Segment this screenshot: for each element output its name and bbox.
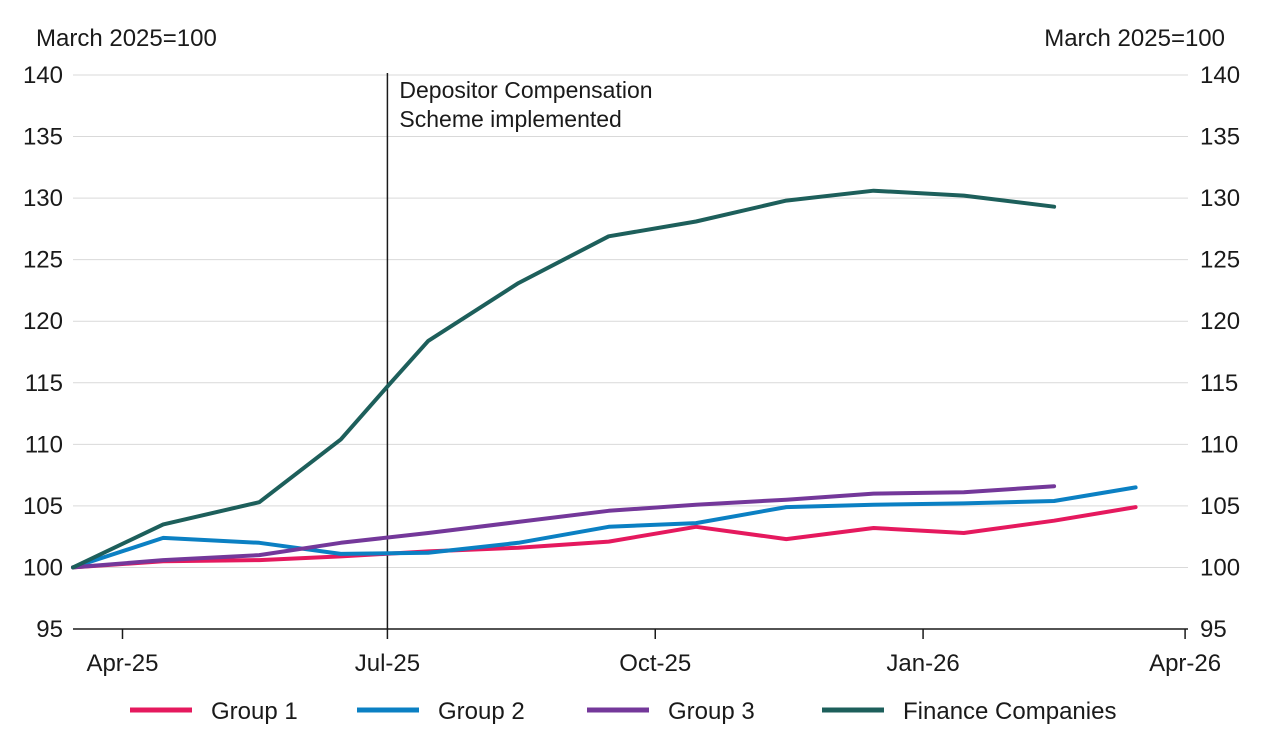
annotation-text-line-2: Scheme implemented bbox=[399, 106, 621, 132]
left-axis-unit-label: March 2025=100 bbox=[36, 25, 217, 52]
y-tick-right-100: 100 bbox=[1200, 554, 1240, 581]
y-tick-right-120: 120 bbox=[1200, 308, 1240, 335]
y-tick-left-110: 110 bbox=[25, 431, 63, 458]
legend: Group 1 Group 2 Group 3 Finance Companies bbox=[130, 698, 1116, 725]
right-axis-tick-labels: 95 100 105 110 115 120 125 130 135 140 bbox=[1200, 62, 1240, 643]
x-tick-apr-25: Apr-25 bbox=[86, 650, 158, 677]
y-tick-left-120: 120 bbox=[23, 308, 63, 335]
y-tick-right-110: 110 bbox=[1200, 431, 1238, 458]
y-tick-right-135: 135 bbox=[1200, 124, 1240, 151]
legend-label-group-2: Group 2 bbox=[438, 698, 525, 725]
y-tick-right-95: 95 bbox=[1200, 616, 1227, 643]
gridlines bbox=[73, 74, 1188, 568]
annotation-text-line-1: Depositor Compensation bbox=[399, 77, 652, 103]
x-tick-apr-26: Apr-26 bbox=[1149, 650, 1221, 677]
y-tick-right-105: 105 bbox=[1200, 493, 1240, 520]
y-tick-right-115: 115 bbox=[1200, 370, 1238, 397]
y-tick-right-140: 140 bbox=[1200, 62, 1240, 89]
axes bbox=[73, 628, 1188, 639]
legend-label-group-3: Group 3 bbox=[668, 698, 755, 725]
legend-label-finance-companies: Finance Companies bbox=[903, 698, 1116, 725]
right-axis-unit-label: March 2025=100 bbox=[1044, 25, 1225, 52]
series-lines bbox=[71, 188, 1138, 570]
y-tick-left-100: 100 bbox=[23, 554, 63, 581]
y-tick-left-130: 130 bbox=[23, 185, 63, 212]
series-line-group-1 bbox=[71, 505, 1138, 570]
x-tick-jul-25: Jul-25 bbox=[355, 650, 420, 677]
legend-label-group-1: Group 1 bbox=[211, 698, 298, 725]
y-tick-right-125: 125 bbox=[1200, 247, 1240, 274]
y-tick-left-140: 140 bbox=[23, 62, 63, 89]
series-line-group-3 bbox=[71, 484, 1057, 570]
y-tick-left-125: 125 bbox=[23, 247, 63, 274]
x-tick-jan-26: Jan-26 bbox=[886, 650, 959, 677]
annotation-marker: Depositor Compensation Scheme implemente… bbox=[386, 73, 653, 629]
left-axis-tick-labels: 95 100 105 110 115 120 125 130 135 140 bbox=[23, 62, 63, 643]
y-tick-right-130: 130 bbox=[1200, 185, 1240, 212]
x-tick-oct-25: Oct-25 bbox=[619, 650, 691, 677]
y-tick-left-135: 135 bbox=[23, 124, 63, 151]
y-tick-left-105: 105 bbox=[23, 493, 63, 520]
y-tick-left-115: 115 bbox=[25, 370, 63, 397]
series-line-group-2 bbox=[71, 485, 1138, 570]
series-line-finance-companies bbox=[71, 188, 1057, 570]
x-axis-tick-labels: Apr-25 Jul-25 Oct-25 Jan-26 Apr-26 bbox=[86, 650, 1221, 677]
y-tick-left-95: 95 bbox=[36, 616, 63, 643]
